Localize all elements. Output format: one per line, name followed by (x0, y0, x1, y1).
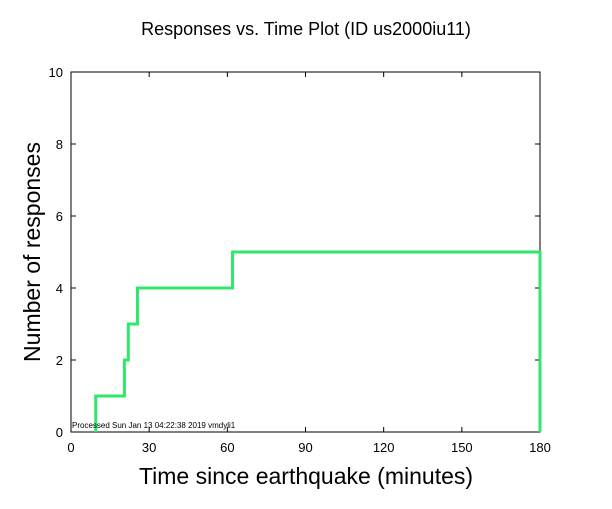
chart-title: Responses vs. Time Plot (ID us2000iu11) (141, 19, 471, 39)
y-tick-label: 0 (56, 425, 63, 440)
y-tick-label: 2 (56, 353, 63, 368)
x-axis-label: Time since earthquake (minutes) (139, 463, 473, 489)
y-axis-label: Number of responses (19, 142, 45, 362)
x-tick-label: 90 (298, 440, 312, 455)
y-tick-label: 6 (56, 209, 63, 224)
x-tick-label: 60 (220, 440, 234, 455)
y-tick-label: 10 (49, 65, 63, 80)
x-tick-label: 120 (373, 440, 395, 455)
x-tick-label: 180 (529, 440, 551, 455)
series-line (94, 250, 542, 432)
y-tick-label: 8 (56, 137, 63, 152)
series-layer (94, 250, 542, 432)
x-tick-label: 0 (67, 440, 74, 455)
x-tick-label: 30 (142, 440, 156, 455)
x-tick-label: 150 (451, 440, 473, 455)
y-tick-label: 4 (56, 281, 63, 296)
processed-annotation: Processed Sun Jan 13 04:22:38 2019 vmdyl… (72, 421, 236, 430)
